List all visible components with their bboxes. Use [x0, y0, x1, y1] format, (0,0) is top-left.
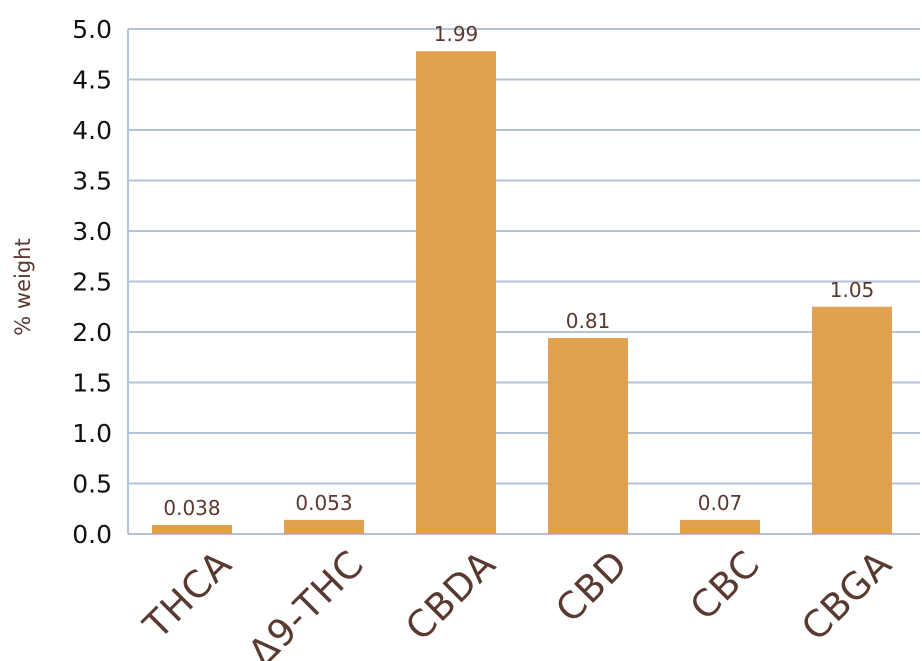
- bar: [284, 519, 364, 534]
- data-labels: 0.038 0.053 1.99 0.81 0.07 1.05: [163, 22, 874, 520]
- x-tick-label: CBC: [682, 542, 769, 629]
- y-tick-label: 0.5: [72, 470, 112, 499]
- data-label: 1.99: [434, 22, 479, 46]
- bar: [680, 519, 760, 534]
- x-tick-labels: THCA Δ9-THC CBDA CBD CBC CBGA: [135, 542, 901, 661]
- axes: [127, 29, 920, 535]
- x-tick-label: CBD: [547, 542, 636, 631]
- bars: [152, 51, 892, 534]
- x-tick-label: Δ9-THC: [240, 542, 373, 661]
- y-axis-label: % weight: [11, 238, 35, 335]
- bar: [812, 306, 892, 534]
- data-label: 0.038: [163, 496, 220, 520]
- x-tick-label: THCA: [135, 542, 241, 648]
- bar: [548, 338, 628, 534]
- gridlines: [128, 28, 920, 485]
- y-tick-label: 3.0: [72, 217, 112, 246]
- x-tick-label: CBDA: [397, 542, 504, 649]
- y-tick-label: 1.5: [72, 369, 112, 398]
- y-tick-label: 2.0: [72, 318, 112, 347]
- y-tick-label: 1.0: [72, 419, 112, 448]
- y-tick-labels: 0.0 0.5 1.0 1.5 2.0 2.5 3.0 3.5 4.0 4.5 5.0: [72, 15, 112, 549]
- data-label: 0.053: [295, 491, 352, 515]
- y-tick-label: 2.5: [72, 268, 112, 297]
- x-tick-label: CBGA: [793, 542, 900, 649]
- y-tick-label: 4.5: [72, 66, 112, 95]
- data-label: 0.81: [566, 309, 611, 333]
- y-tick-label: 3.5: [72, 167, 112, 196]
- bar: [416, 51, 496, 534]
- data-label: 0.07: [698, 491, 743, 515]
- bar: [152, 524, 232, 534]
- data-label: 1.05: [830, 278, 875, 302]
- y-tick-label: 0.0: [72, 520, 112, 549]
- y-tick-label: 4.0: [72, 116, 112, 145]
- y-tick-label: 5.0: [72, 15, 112, 44]
